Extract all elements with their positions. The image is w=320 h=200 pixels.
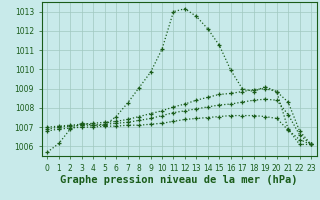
X-axis label: Graphe pression niveau de la mer (hPa): Graphe pression niveau de la mer (hPa) bbox=[60, 175, 298, 185]
